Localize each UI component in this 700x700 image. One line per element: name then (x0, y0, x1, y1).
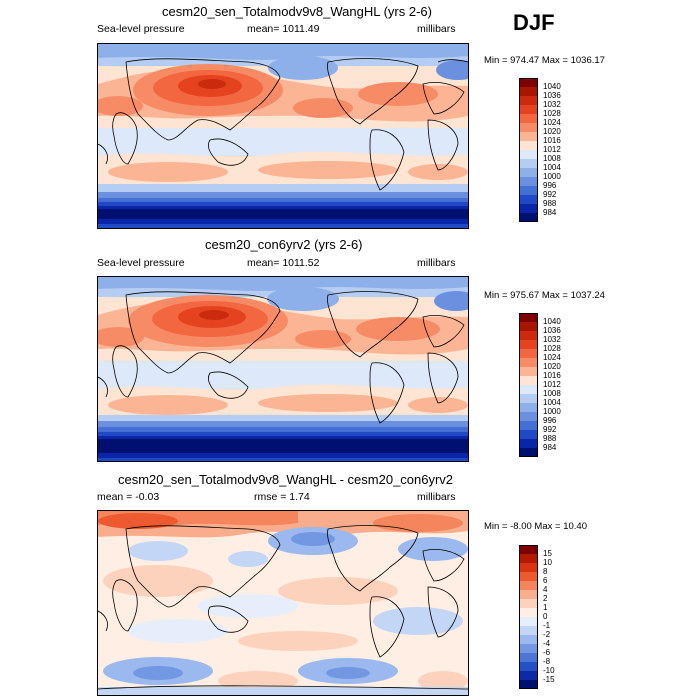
colorbar-tick: 984 (543, 443, 557, 452)
colorbar-tick: 988 (543, 199, 557, 208)
panel-1-mean: mean= 1011.49 (247, 23, 320, 35)
colorbar-tick: 1024 (543, 353, 561, 362)
colorbar-tick: 1004 (543, 163, 561, 172)
panel-1-variable: Sea-level pressure (97, 23, 185, 35)
panel-1-colorbar: 1040 1036 1032 1028 1024 1020 1016 1012 … (519, 78, 579, 226)
panel-3-colorbar: 15 10 8 6 4 2 1 0 -1 -2 -4 -6 -8 -10 -15 (519, 545, 579, 693)
colorbar-tick: -6 (543, 648, 551, 657)
panel-2-colorbar: 1040 1036 1032 1028 1024 1020 1016 1012 … (519, 313, 579, 461)
colorbar-tick: 1036 (543, 91, 561, 100)
panel-2-map (97, 276, 469, 462)
colorbar-tick: 1032 (543, 100, 561, 109)
colorbar-tick: 6 (543, 576, 548, 585)
colorbar-tick: 1000 (543, 407, 561, 416)
colorbar-tick: 996 (543, 416, 557, 425)
colorbar-tick: -1 (543, 621, 551, 630)
panel-1-units: millibars (417, 23, 456, 35)
panel-3-rmse: rmse = 1.74 (254, 491, 310, 503)
colorbar-tick: 1020 (543, 127, 561, 136)
colorbar-tick: -2 (543, 630, 551, 639)
colorbar-tick: 1032 (543, 335, 561, 344)
panel-2-variable: Sea-level pressure (97, 257, 185, 269)
colorbar-tick: 1016 (543, 371, 561, 380)
colorbar-tick: 984 (543, 208, 557, 217)
colorbar-tick: 996 (543, 181, 557, 190)
colorbar-tick: 1020 (543, 362, 561, 371)
colorbar-tick: -10 (543, 666, 555, 675)
panel-2-units: millibars (417, 257, 456, 269)
colorbar-tick: 0 (543, 612, 548, 621)
colorbar-tick: 2 (543, 594, 548, 603)
colorbar-tick: -8 (543, 657, 551, 666)
colorbar-tick: 1016 (543, 136, 561, 145)
colorbar-tick: 1 (543, 603, 548, 612)
panel-1-map (97, 43, 469, 229)
panel-1-minmax: Min = 974.47 Max = 1036.17 (484, 55, 605, 66)
colorbar-tick: 1028 (543, 109, 561, 118)
colorbar-tick: 1012 (543, 145, 561, 154)
panel-2-title: cesm20_con6yrv2 (yrs 2-6) (205, 237, 363, 252)
colorbar-tick: -15 (543, 675, 555, 684)
colorbar-tick: 4 (543, 585, 548, 594)
colorbar-tick: 988 (543, 434, 557, 443)
panel-3-map (97, 510, 469, 696)
panel-3-title: cesm20_sen_Totalmodv9v8_WangHL - cesm20_… (118, 472, 454, 487)
panel-3-minmax: Min = -8.00 Max = 10.40 (484, 521, 587, 532)
panel-3-units: millibars (417, 491, 456, 503)
colorbar-tick: 1040 (543, 317, 561, 326)
colorbar-tick: 1008 (543, 154, 561, 163)
colorbar-tick: 8 (543, 567, 548, 576)
colorbar-tick: 1008 (543, 389, 561, 398)
colorbar-tick: 1024 (543, 118, 561, 127)
colorbar-tick: -4 (543, 639, 551, 648)
colorbar-tick: 992 (543, 425, 557, 434)
panel-1-title: cesm20_sen_Totalmodv9v8_WangHL (yrs 2-6) (162, 4, 432, 19)
colorbar-tick: 1012 (543, 380, 561, 389)
panel-2-minmax: Min = 975.67 Max = 1037.24 (484, 290, 605, 301)
colorbar-tick: 1028 (543, 344, 561, 353)
colorbar-tick: 992 (543, 190, 557, 199)
colorbar-tick: 15 (543, 549, 552, 558)
season-label: DJF (513, 10, 555, 35)
colorbar-tick: 10 (543, 558, 552, 567)
colorbar-tick: 1040 (543, 82, 561, 91)
colorbar-tick: 1000 (543, 172, 561, 181)
panel-2-mean: mean= 1011.52 (247, 257, 320, 269)
colorbar-tick: 1004 (543, 398, 561, 407)
colorbar-tick: 1036 (543, 326, 561, 335)
panel-3-mean: mean = -0.03 (97, 491, 160, 503)
